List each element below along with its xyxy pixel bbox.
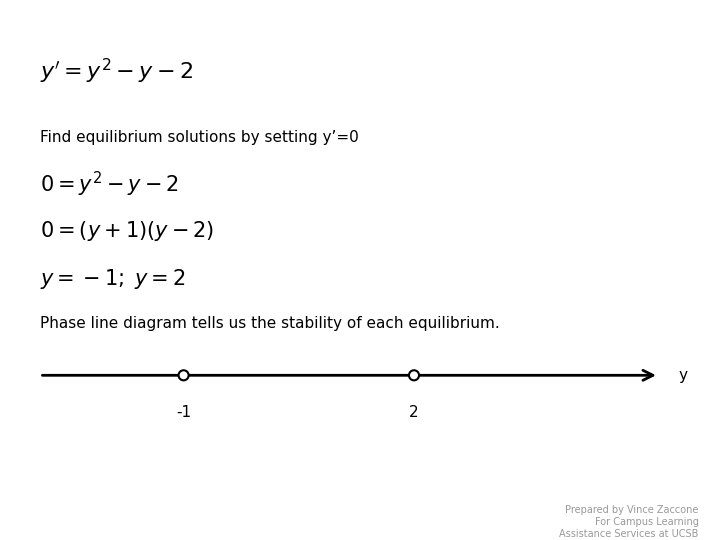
Text: y: y <box>679 368 688 383</box>
Text: $0 = y^2 - y - 2$: $0 = y^2 - y - 2$ <box>40 170 179 199</box>
Text: $y = -1;\; y = 2$: $y = -1;\; y = 2$ <box>40 267 185 291</box>
Text: Phase line diagram tells us the stability of each equilibrium.: Phase line diagram tells us the stabilit… <box>40 316 500 331</box>
Ellipse shape <box>409 370 419 380</box>
Text: For Campus Learning: For Campus Learning <box>595 517 698 528</box>
Text: Assistance Services at UCSB: Assistance Services at UCSB <box>559 529 698 539</box>
Text: -1: -1 <box>176 405 192 420</box>
Text: Find equilibrium solutions by setting y’=0: Find equilibrium solutions by setting y’… <box>40 130 359 145</box>
Text: $0 = (y + 1)(y - 2)$: $0 = (y + 1)(y - 2)$ <box>40 219 214 242</box>
Text: Prepared by Vince Zaccone: Prepared by Vince Zaccone <box>565 505 698 515</box>
Text: 2: 2 <box>409 405 419 420</box>
Text: $y' = y^2 - y - 2$: $y' = y^2 - y - 2$ <box>40 57 193 86</box>
Ellipse shape <box>179 370 189 380</box>
